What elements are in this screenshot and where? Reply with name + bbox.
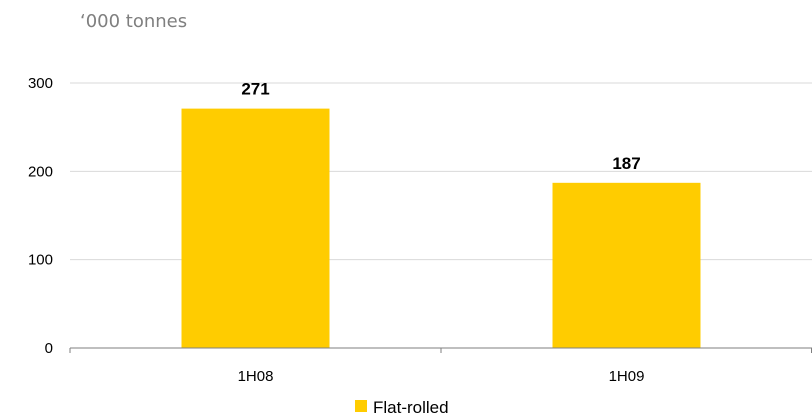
x-tick-label-1h09: 1H09: [609, 368, 645, 385]
data-label-1h09: 187: [612, 154, 640, 173]
legend-swatch-flat-rolled: [355, 400, 367, 412]
y-tick-label-100: 100: [28, 252, 53, 269]
x-axis: [69, 347, 812, 353]
legend-label-flat-rolled: Flat-rolled: [373, 398, 449, 416]
y-tick-label-300: 300: [28, 75, 53, 92]
bar-1h08: [181, 108, 330, 348]
unit-label: ‘000 tonnes: [80, 11, 187, 32]
bar-1h09: [552, 182, 701, 348]
data-labels: 271 187: [241, 80, 640, 173]
y-tick-label-200: 200: [28, 163, 53, 180]
bars: [181, 108, 701, 348]
y-tick-label-0: 0: [45, 340, 53, 357]
y-axis-tick-labels: 0 100 200 300: [28, 75, 53, 357]
legend: Flat-rolled: [355, 398, 449, 416]
data-label-1h08: 271: [241, 80, 269, 99]
gridlines: [70, 82, 812, 261]
x-axis-tick-labels: 1H08 1H09: [238, 368, 645, 385]
x-tick-label-1h08: 1H08: [238, 368, 274, 385]
